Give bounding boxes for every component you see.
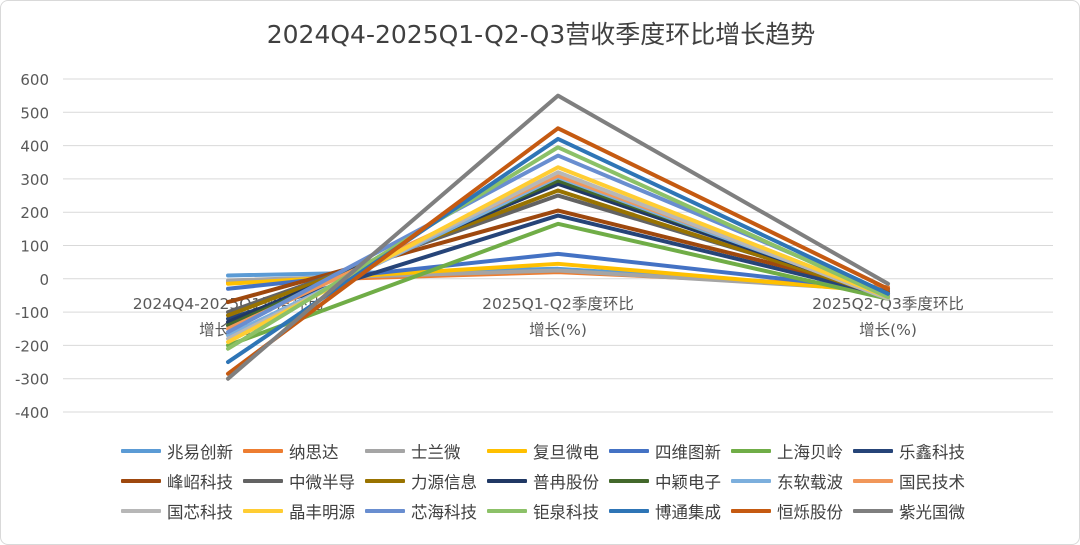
legend-label: 纳思达	[289, 442, 339, 462]
legend-item: 芯海科技	[365, 499, 483, 522]
legend-swatch	[243, 508, 283, 513]
legend-swatch	[121, 508, 161, 513]
chart-title: 2024Q4-2025Q1-Q2-Q3营收季度环比增长趋势	[266, 20, 816, 49]
legend-label: 国芯科技	[167, 502, 233, 522]
y-tick-label: 600	[20, 71, 49, 89]
legend-item: 中微半导	[243, 469, 361, 492]
legend-label: 四维图新	[655, 442, 721, 462]
y-tick-label: 300	[20, 171, 49, 189]
legend-item: 普冉股份	[487, 469, 605, 492]
y-tick-label: 0	[39, 271, 49, 289]
legend-label: 力源信息	[411, 472, 477, 492]
legend-swatch	[731, 508, 771, 513]
legend-label: 紫光国微	[899, 502, 965, 522]
series-line	[226, 221, 890, 348]
x-tick-label: 增长(%)	[859, 321, 917, 339]
y-tick-label: -200	[15, 337, 49, 355]
legend-item: 博通集成	[609, 499, 727, 522]
legend-swatch	[609, 478, 649, 483]
legend-label: 乐鑫科技	[899, 442, 965, 462]
legend-item: 国芯科技	[121, 499, 239, 522]
legend-label: 芯海科技	[411, 502, 477, 522]
legend-item: 士兰微	[365, 439, 483, 462]
legend: 兆易创新 纳思达 士兰微 复旦微电 四维图新 上海贝岭 乐鑫科技峰岹科技 中微半导 力源信息 普冉…	[121, 439, 1001, 522]
y-tick-label: -400	[15, 404, 49, 422]
legend-swatch	[853, 448, 893, 453]
legend-item: 兆易创新	[121, 439, 239, 462]
legend-item: 力源信息	[365, 469, 483, 492]
legend-swatch	[853, 508, 893, 513]
series-line	[226, 145, 890, 351]
legend-label: 复旦微电	[533, 442, 599, 462]
legend-item: 纳思达	[243, 439, 361, 462]
legend-swatch	[121, 448, 161, 453]
legend-item: 恒烁股份	[731, 499, 849, 522]
y-tick-label: -100	[15, 304, 49, 322]
y-tick-label: 400	[20, 138, 49, 156]
legend-swatch	[365, 478, 405, 483]
legend-swatch	[487, 478, 527, 483]
legend-label: 钜泉科技	[533, 502, 599, 522]
legend-swatch	[731, 448, 771, 453]
y-tick-label: 500	[20, 104, 49, 122]
legend-item: 钜泉科技	[487, 499, 605, 522]
legend-label: 东软载波	[777, 472, 843, 492]
legend-swatch	[365, 508, 405, 513]
legend-swatch	[609, 508, 649, 513]
legend-swatch	[243, 478, 283, 483]
x-tick-label: 增长(%)	[529, 321, 587, 339]
legend-item: 乐鑫科技	[853, 439, 971, 462]
legend-item: 四维图新	[609, 439, 727, 462]
legend-item: 东软载波	[731, 469, 849, 492]
legend-item: 上海贝岭	[731, 439, 849, 462]
legend-item: 峰岹科技	[121, 469, 239, 492]
series-line	[226, 93, 890, 381]
y-tick-label: -300	[15, 371, 49, 389]
x-tick-label: 2025Q2-Q3季度环比	[812, 295, 964, 313]
series-line	[226, 136, 890, 365]
legend-label: 士兰微	[411, 442, 461, 462]
y-tick-label: 100	[20, 238, 49, 256]
legend-item: 国民技术	[853, 469, 971, 492]
legend-label: 恒烁股份	[777, 502, 843, 522]
series-line	[226, 126, 890, 376]
legend-label: 峰岹科技	[167, 472, 233, 492]
legend-label: 中微半导	[289, 472, 355, 492]
legend-swatch	[487, 448, 527, 453]
legend-label: 中颖电子	[655, 472, 721, 492]
legend-label: 国民技术	[899, 472, 965, 492]
legend-swatch	[731, 478, 771, 483]
legend-item: 紫光国微	[853, 499, 971, 522]
legend-item: 中颖电子	[609, 469, 727, 492]
legend-swatch	[121, 478, 161, 483]
legend-label: 博通集成	[655, 502, 721, 522]
legend-swatch	[609, 448, 649, 453]
legend-swatch	[487, 508, 527, 513]
legend-label: 普冉股份	[533, 472, 599, 492]
legend-label: 兆易创新	[167, 442, 233, 462]
y-tick-label: 200	[20, 204, 49, 222]
legend-label: 晶丰明源	[289, 502, 355, 522]
legend-label: 上海贝岭	[777, 442, 843, 462]
legend-swatch	[243, 448, 283, 453]
legend-item: 晶丰明源	[243, 499, 361, 522]
x-tick-label: 2025Q1-Q2季度环比	[482, 295, 634, 313]
legend-swatch	[365, 448, 405, 453]
legend-swatch	[853, 478, 893, 483]
legend-item: 复旦微电	[487, 439, 605, 462]
